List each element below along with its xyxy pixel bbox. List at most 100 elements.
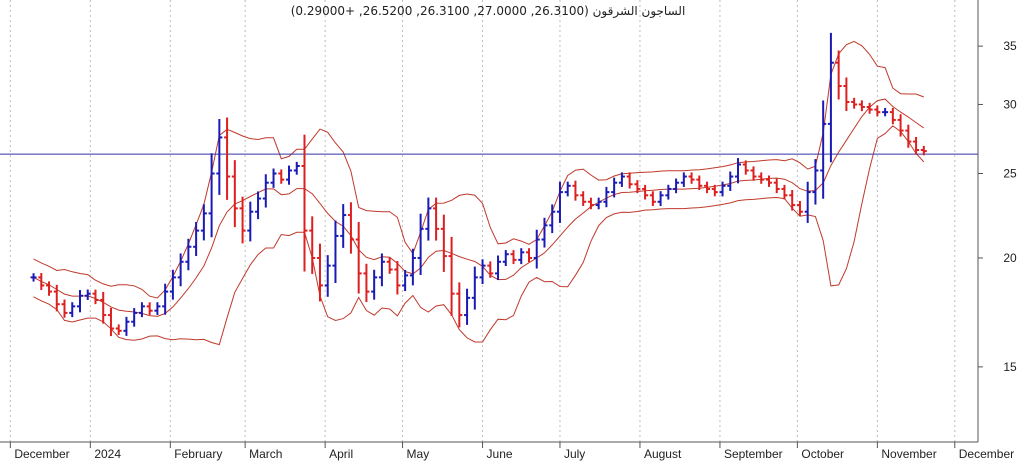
price-bar	[758, 172, 765, 184]
price-bar	[796, 200, 803, 216]
price-bar	[208, 153, 215, 238]
x-tick-label: September	[724, 447, 783, 461]
y-tick-label: 25	[1003, 166, 1017, 180]
price-bar	[347, 202, 354, 254]
price-bar	[835, 50, 842, 100]
price-bar	[827, 32, 834, 163]
price-bar	[162, 283, 169, 315]
price-bar	[657, 191, 664, 207]
price-bar	[897, 114, 904, 137]
price-bar	[688, 172, 695, 184]
chart-title: الساجون الشرقون (26.3100, 27.0000, 26.31…	[291, 4, 686, 19]
price-bar	[386, 257, 393, 274]
price-bar	[913, 137, 920, 155]
price-bar	[433, 197, 440, 241]
x-tick-label: December	[14, 447, 69, 461]
price-bar	[115, 324, 122, 335]
price-bar	[185, 238, 192, 271]
x-tick-label: November	[881, 447, 936, 461]
price-bar	[255, 191, 262, 220]
price-bar	[371, 269, 378, 300]
price-bar	[340, 204, 347, 248]
price-bar	[680, 172, 687, 187]
price-bar	[626, 172, 633, 189]
price-bar	[378, 253, 385, 287]
price-bar	[495, 255, 502, 280]
y-tick-label: 20	[1003, 251, 1017, 265]
price-bar	[866, 102, 873, 114]
price-bar	[696, 175, 703, 190]
price-bar	[30, 273, 37, 282]
x-tick-label: October	[801, 447, 844, 461]
price-bar	[355, 222, 362, 294]
price-bar	[572, 180, 579, 201]
price-bar	[843, 77, 850, 112]
price-bars	[30, 32, 927, 337]
price-bar	[789, 190, 796, 211]
price-bar	[882, 107, 889, 117]
price-bar	[409, 248, 416, 286]
price-bar	[719, 181, 726, 197]
price-bar	[742, 160, 749, 175]
price-bar	[580, 191, 587, 206]
price-bar	[649, 191, 656, 206]
price-bar	[673, 178, 680, 194]
price-bar	[316, 243, 323, 302]
price-bar	[309, 216, 316, 274]
price-bar	[711, 184, 718, 197]
price-bar	[231, 160, 238, 228]
x-tick-label: 2024	[94, 447, 121, 461]
price-bar	[138, 302, 145, 318]
price-bar	[804, 181, 811, 223]
price-bar	[440, 214, 447, 272]
price-bar	[603, 186, 610, 208]
price-bar	[131, 308, 138, 327]
price-bar	[704, 181, 711, 194]
price-bar	[402, 269, 409, 292]
price-bar	[177, 253, 184, 287]
price-bar	[851, 97, 858, 109]
x-tick-label: April	[329, 447, 353, 461]
price-bar	[471, 266, 478, 310]
price-bar	[224, 117, 231, 200]
price-bar	[556, 181, 563, 223]
price-bar	[773, 178, 780, 194]
price-bar	[46, 281, 53, 296]
price-bar	[533, 229, 540, 269]
price-bar	[169, 269, 176, 300]
price-bar	[889, 107, 896, 125]
price-bar	[76, 290, 83, 313]
price-bar	[278, 169, 285, 184]
price-bar	[820, 100, 827, 199]
price-bar	[301, 134, 308, 272]
price-bar	[920, 145, 927, 156]
price-bar	[502, 250, 509, 267]
x-tick-label: June	[487, 447, 513, 461]
price-bar	[905, 124, 912, 148]
price-bar	[417, 213, 424, 276]
price-bar	[487, 261, 494, 278]
price-bar	[642, 184, 649, 200]
price-bar	[107, 307, 114, 337]
price-bar	[750, 166, 757, 181]
middle-band	[33, 98, 925, 317]
price-bar	[324, 255, 331, 297]
price-bar	[154, 302, 161, 315]
price-bar	[525, 248, 532, 263]
price-bar	[735, 158, 742, 184]
y-tick-label: 35	[1003, 39, 1017, 53]
price-bar	[727, 171, 734, 192]
price-bar	[812, 159, 819, 205]
price-bar	[84, 289, 91, 300]
price-bar	[61, 299, 68, 318]
x-tick-label: August	[644, 447, 682, 461]
price-bar	[38, 273, 45, 290]
price-bar	[286, 165, 293, 185]
price-bar	[239, 196, 246, 244]
price-bar	[464, 288, 471, 325]
price-bar	[270, 168, 277, 188]
price-bar	[874, 105, 881, 117]
x-tick-label: March	[249, 447, 282, 461]
